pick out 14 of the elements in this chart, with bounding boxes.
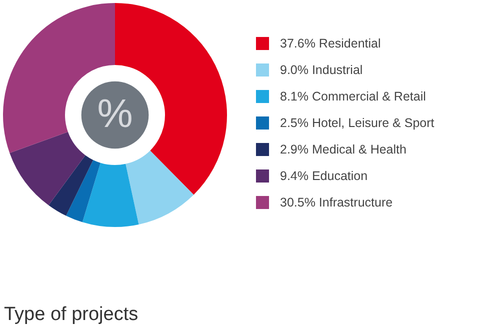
- donut-slice: [82, 162, 139, 227]
- donut-slice: [10, 132, 86, 206]
- legend-label: 9.4% Education: [280, 169, 368, 183]
- text: Type of projects: [4, 304, 138, 325]
- text: %: [97, 92, 133, 136]
- donut-slice: [66, 160, 100, 222]
- legend-label: 2.9% Medical & Health: [280, 142, 406, 156]
- donut-slice: [48, 155, 94, 216]
- legend-label: 9.0% Industrial: [280, 63, 363, 77]
- legend-label: 30.5% Infrastructure: [280, 196, 393, 210]
- donut-slice: [126, 150, 194, 224]
- legend-label: 8.1% Commercial & Retail: [280, 90, 426, 104]
- legend-label: 37.6% Residential: [280, 36, 381, 50]
- legend-label: 2.5% Hotel, Leisure & Sport: [280, 116, 435, 130]
